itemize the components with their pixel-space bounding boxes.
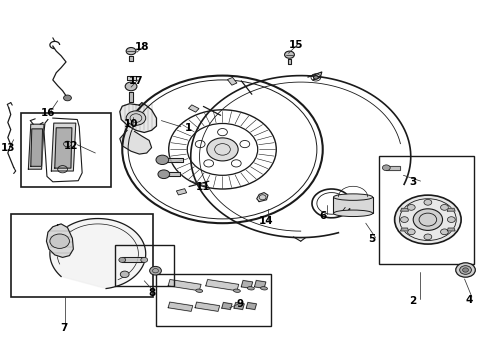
Text: 13: 13 [1,143,16,153]
Polygon shape [28,124,44,169]
Circle shape [158,170,169,179]
Ellipse shape [260,287,267,290]
Text: 17: 17 [128,76,143,86]
Circle shape [423,234,431,240]
Text: 1: 1 [184,123,191,133]
Circle shape [423,199,431,205]
Polygon shape [55,128,72,168]
Bar [227,77,237,85]
Polygon shape [386,166,399,170]
Bar [11,214,152,297]
Polygon shape [447,208,454,211]
Circle shape [382,165,389,171]
Circle shape [50,234,69,248]
Polygon shape [127,76,136,80]
Circle shape [313,76,318,79]
Circle shape [455,263,474,277]
Circle shape [462,268,468,272]
Circle shape [119,257,125,262]
Ellipse shape [247,287,254,290]
Polygon shape [287,59,291,64]
Polygon shape [120,130,151,154]
Polygon shape [51,123,76,171]
Polygon shape [122,257,144,262]
Circle shape [141,257,147,262]
Polygon shape [31,129,42,166]
Circle shape [394,195,460,244]
Bar [176,189,186,195]
Ellipse shape [333,210,372,217]
Ellipse shape [195,289,203,292]
Circle shape [126,48,136,55]
Text: 5: 5 [367,234,374,244]
Circle shape [459,266,470,274]
Text: 16: 16 [41,108,55,118]
Polygon shape [162,158,183,162]
Text: 12: 12 [63,141,78,151]
Circle shape [125,82,137,91]
Polygon shape [50,219,145,289]
Polygon shape [168,302,192,311]
Text: 3: 3 [409,177,416,187]
Circle shape [412,209,442,230]
Text: 2: 2 [409,296,416,306]
Polygon shape [205,279,238,291]
Polygon shape [46,224,73,257]
Polygon shape [129,56,133,61]
Circle shape [407,204,414,210]
Polygon shape [120,103,156,132]
Text: 11: 11 [195,182,210,192]
Text: 10: 10 [123,119,138,129]
Circle shape [284,51,294,58]
Circle shape [126,111,145,125]
Polygon shape [168,279,201,291]
Polygon shape [195,302,219,311]
Bar [156,274,271,326]
Ellipse shape [333,194,372,200]
Bar [188,105,199,112]
Circle shape [156,155,168,165]
Bar [115,245,173,286]
Ellipse shape [233,289,240,292]
Circle shape [447,217,454,222]
Polygon shape [163,172,180,176]
Bar [20,113,111,187]
Polygon shape [256,193,267,202]
Polygon shape [254,280,265,288]
Circle shape [120,271,129,278]
Bar [333,197,372,213]
Circle shape [206,138,238,161]
Polygon shape [234,302,244,310]
Text: 14: 14 [259,216,273,226]
Polygon shape [447,228,454,231]
Polygon shape [222,302,231,310]
Polygon shape [128,92,133,102]
Polygon shape [241,280,252,288]
Circle shape [149,266,161,275]
Circle shape [440,204,447,210]
Text: 8: 8 [148,288,155,298]
Polygon shape [400,208,407,211]
Text: 7: 7 [60,323,67,333]
Circle shape [440,229,447,235]
Circle shape [63,95,71,101]
Text: 15: 15 [288,40,303,50]
Text: 6: 6 [319,211,325,221]
Circle shape [400,217,407,222]
Polygon shape [246,302,256,310]
Bar [378,156,473,264]
Text: 9: 9 [236,299,243,309]
Text: 18: 18 [134,42,149,52]
Text: 4: 4 [465,294,472,305]
Polygon shape [400,228,407,231]
Circle shape [407,229,414,235]
